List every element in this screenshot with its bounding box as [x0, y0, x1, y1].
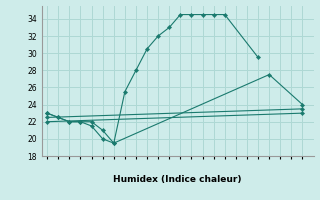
X-axis label: Humidex (Indice chaleur): Humidex (Indice chaleur): [113, 175, 242, 184]
